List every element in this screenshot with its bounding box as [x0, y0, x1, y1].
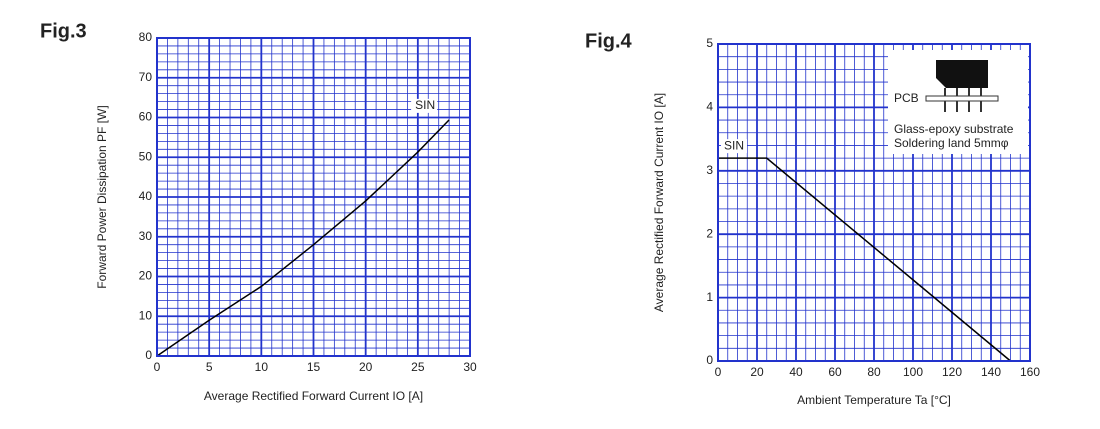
y-tick-label: 10: [139, 308, 153, 322]
x-tick-label: 60: [828, 365, 842, 379]
x-tick-label: 0: [154, 360, 161, 374]
y-tick-label: 5: [706, 36, 713, 50]
x-tick-label: 40: [789, 365, 803, 379]
x-tick-label: 20: [359, 360, 373, 374]
y-tick-label: 1: [706, 290, 713, 304]
inset-label: Glass-epoxy substrate: [894, 122, 1014, 136]
plot-frame: [156, 37, 471, 357]
plot-frame: [717, 43, 1031, 362]
package-body: [936, 60, 988, 88]
series-label: SIN: [724, 138, 744, 152]
inset-label: PCB: [894, 91, 919, 105]
y-tick-label: 0: [145, 348, 152, 362]
x-tick-label: 140: [981, 365, 1001, 379]
inset-label: Soldering land 5mmφ: [894, 136, 1009, 150]
y-tick-label: 70: [139, 70, 153, 84]
y-tick-label: 2: [706, 226, 713, 240]
series-line: [718, 157, 1011, 362]
chart-title: Fig.3: [40, 20, 87, 42]
x-tick-label: 160: [1020, 365, 1040, 379]
chart-title: Fig.4: [585, 30, 633, 52]
x-axis-label: Average Rectified Forward Current IO [A]: [204, 389, 423, 403]
y-tick-label: 30: [139, 229, 153, 243]
y-tick-label: 4: [706, 100, 713, 114]
y-tick-label: 0: [706, 353, 713, 367]
pcb-board: [925, 95, 999, 102]
x-tick-label: 80: [867, 365, 881, 379]
x-tick-label: 5: [206, 360, 213, 374]
x-tick-label: 0: [715, 365, 722, 379]
x-tick-label: 100: [903, 365, 923, 379]
y-axis-label: Forward Power Dissipation PF [W]: [95, 105, 109, 288]
series-label: SIN: [415, 98, 435, 112]
x-tick-label: 15: [307, 360, 321, 374]
y-axis-label: Average Rectified Forward Current IO [A]: [652, 93, 666, 312]
y-tick-label: 80: [139, 30, 153, 44]
x-tick-label: 25: [411, 360, 425, 374]
series-label-bg: [721, 139, 747, 154]
x-tick-label: 120: [942, 365, 962, 379]
y-tick-label: 40: [139, 189, 153, 203]
x-tick-label: 20: [750, 365, 764, 379]
x-axis-label: Ambient Temperature Ta [°C]: [797, 393, 951, 407]
x-tick-label: 10: [255, 360, 269, 374]
y-tick-label: 50: [139, 149, 153, 163]
y-tick-label: 20: [139, 269, 153, 283]
series-line: [156, 119, 450, 357]
y-tick-label: 60: [139, 110, 153, 124]
x-tick-label: 30: [463, 360, 477, 374]
series-label-bg: [411, 98, 438, 113]
y-tick-label: 3: [706, 163, 713, 177]
